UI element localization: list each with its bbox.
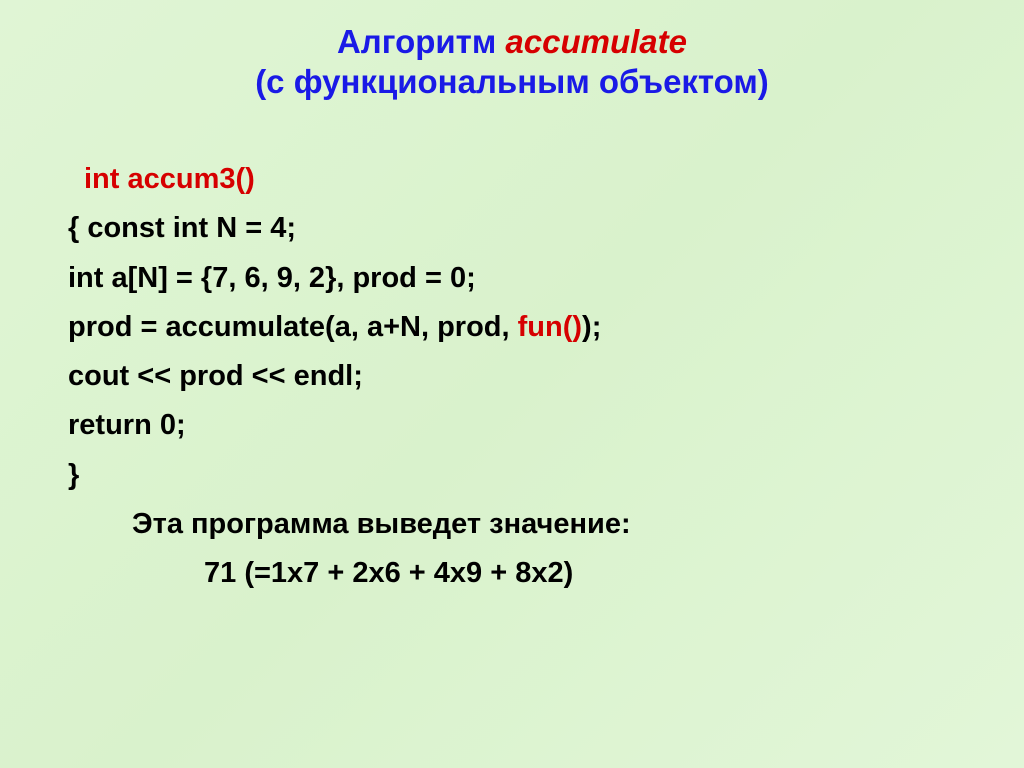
code-line-3: prod = accumulate(a, a+N, prod, fun()); — [68, 303, 631, 352]
title-accent: accumulate — [505, 23, 687, 60]
code-line-3a: prod = accumulate(a, a+N, prod, — [68, 311, 518, 343]
code-body: int accum3() { const int N = 4; int a[N]… — [68, 155, 631, 599]
code-line-1: { const int N = 4; — [68, 204, 631, 253]
code-line-4: cout << prod << endl; — [68, 352, 631, 401]
title-line-1: Алгоритм accumulate — [0, 22, 1024, 62]
code-line-6: } — [68, 451, 631, 500]
code-line-3b: ); — [582, 311, 601, 343]
code-line-2: int a[N] = {7, 6, 9, 2}, prod = 0; — [68, 254, 631, 303]
caption-line-1: Эта программа выведет значение: — [68, 500, 631, 549]
code-line-5: return 0; — [68, 401, 631, 450]
code-fun-keyword: fun() — [518, 311, 582, 343]
slide: Алгоритм accumulate (с функциональным об… — [0, 0, 1024, 768]
title-prefix: Алгоритм — [337, 23, 505, 60]
caption-line-2: 71 (=1x7 + 2x6 + 4x9 + 8x2) — [68, 549, 631, 598]
title-block: Алгоритм accumulate (с функциональным об… — [0, 0, 1024, 103]
code-decl: int accum3() — [68, 155, 631, 204]
title-line-2: (с функциональным объектом) — [0, 62, 1024, 102]
